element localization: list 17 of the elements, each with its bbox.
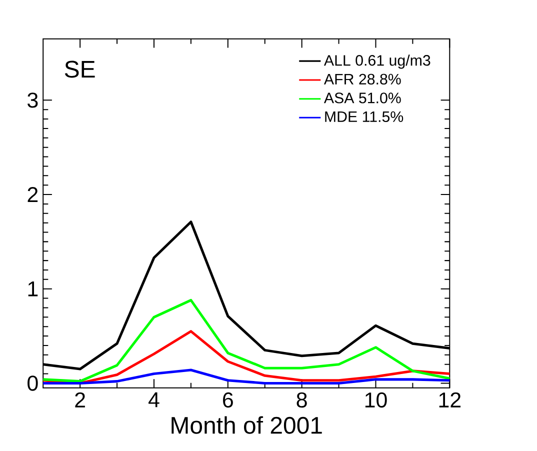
y-tick-label: 0 (28, 376, 38, 391)
y-tick-label: 3 (28, 92, 38, 108)
y-tick-label: 2 (28, 187, 38, 202)
legend-label: AFR 28.8% (324, 74, 401, 85)
annotation: SE (64, 60, 95, 78)
x-tick-label: 10 (365, 392, 387, 408)
y-tick-label: 1 (28, 282, 38, 296)
x-tick-label: 2 (75, 392, 85, 408)
x-tick-label: 4 (148, 392, 160, 408)
x-tick-label: 12 (439, 392, 460, 408)
legend-label: ASA 51.0% (324, 92, 401, 104)
x-tick-label: 8 (296, 392, 307, 408)
legend-label: ALL 0.61 ug/m3 (324, 54, 430, 69)
x-axis-title: Month of 2001 (172, 416, 322, 434)
legend-label: MDE 11.5% (325, 111, 404, 122)
line-series (42, 299, 451, 383)
x-tick-label: 6 (223, 392, 233, 408)
